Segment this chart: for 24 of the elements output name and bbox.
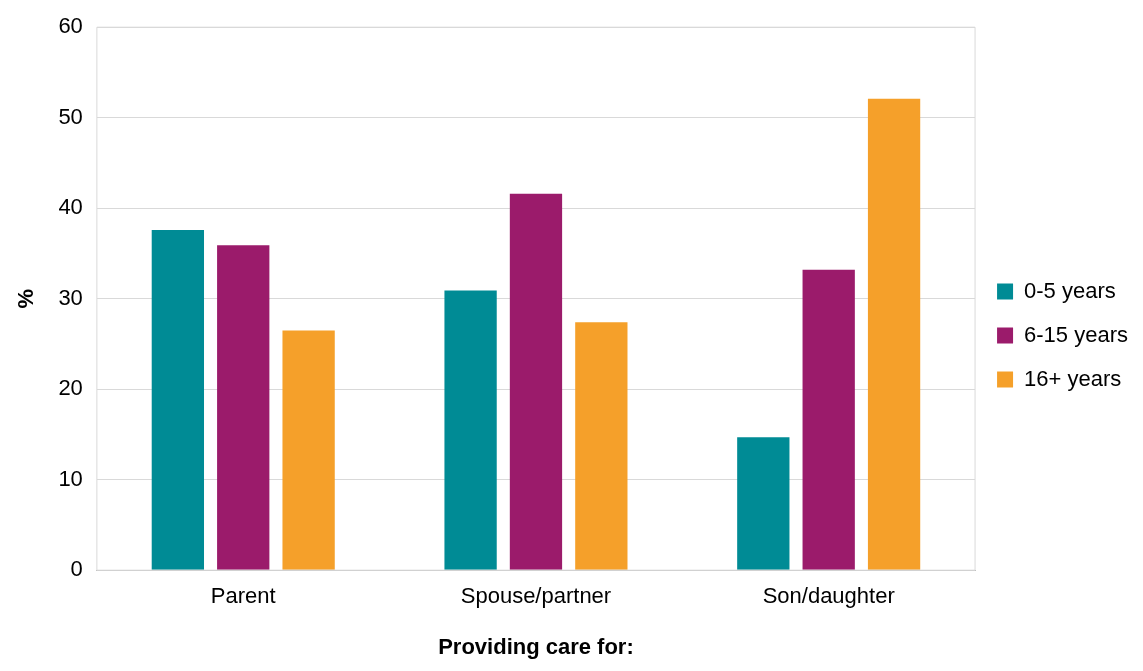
- y-tick-label: 40: [58, 194, 83, 220]
- y-tick-label: 0: [70, 556, 83, 582]
- y-tick-label: 60: [58, 13, 83, 39]
- y-axis-title: %: [13, 288, 39, 309]
- y-tick-label: 20: [58, 375, 83, 401]
- legend-label: 16+ years: [1024, 365, 1122, 391]
- bar: [867, 98, 921, 570]
- bar: [802, 269, 855, 570]
- y-tick-label: 10: [58, 465, 83, 491]
- x-tick-label: Son/daughter: [762, 583, 895, 609]
- bar: [217, 245, 270, 570]
- x-tick-label: Parent: [210, 583, 276, 609]
- legend-label: 6-15 years: [1024, 321, 1129, 347]
- legend-label: 0-5 years: [1024, 277, 1116, 303]
- x-tick-label: Spouse/partner: [460, 583, 612, 609]
- y-tick-label: 30: [58, 284, 83, 310]
- bar: [151, 229, 205, 570]
- x-axis-title: Providing care for:: [438, 633, 634, 659]
- bar: [509, 193, 563, 570]
- bar: [575, 322, 628, 570]
- y-tick-label: 50: [58, 103, 83, 129]
- bar: [444, 290, 497, 570]
- bar: [737, 437, 790, 570]
- bar: [282, 330, 335, 570]
